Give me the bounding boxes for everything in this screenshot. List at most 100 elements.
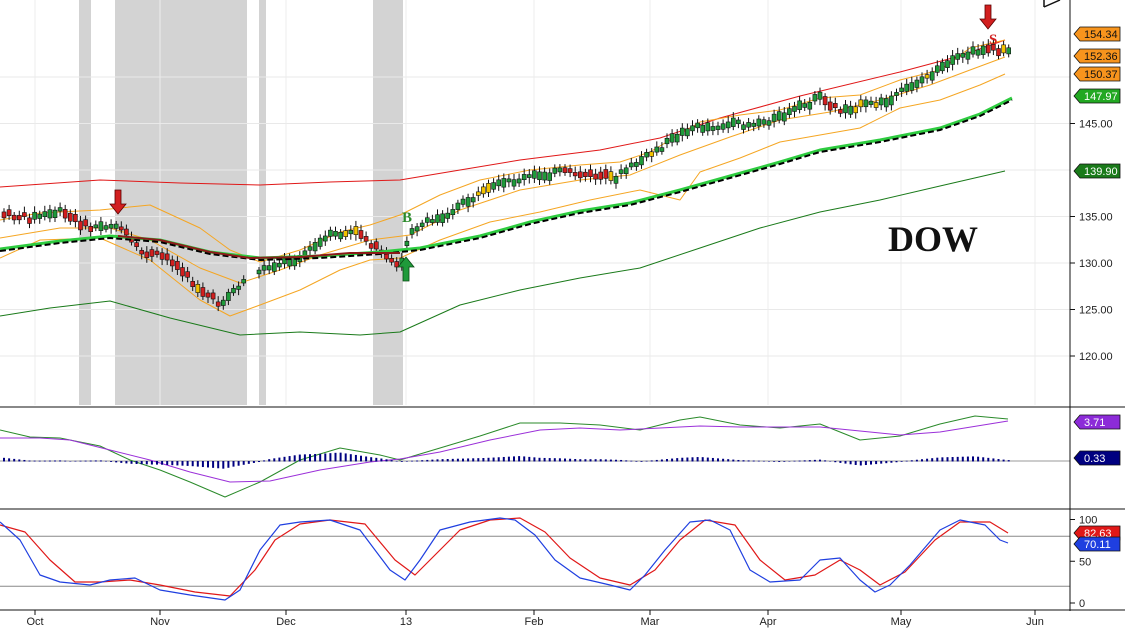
candle [608, 171, 614, 181]
candle [144, 251, 150, 258]
candle [945, 60, 950, 68]
candle [623, 167, 629, 174]
macd-tag-box [1073, 414, 1121, 430]
chart-title: DOW [888, 219, 978, 259]
candle [965, 51, 971, 60]
x-tick-label: Apr [759, 616, 776, 628]
highlight-region [79, 0, 91, 405]
candle [863, 99, 869, 108]
highlight-region [115, 0, 247, 405]
candle [307, 246, 313, 251]
candle [37, 213, 43, 219]
candle [827, 101, 833, 111]
y-tick-label: 135.00 [1079, 212, 1113, 224]
candle [343, 230, 349, 237]
candle [720, 123, 726, 130]
candle [394, 261, 400, 268]
candle [832, 103, 838, 109]
candle [822, 96, 828, 106]
candle [414, 226, 420, 232]
candle [838, 109, 843, 114]
macd-tag-box [1073, 450, 1121, 466]
candle [419, 222, 425, 227]
candle [654, 146, 660, 153]
candle [664, 137, 670, 145]
candle [771, 113, 777, 122]
candle [185, 271, 190, 278]
inner-band-lower [0, 73, 1006, 317]
candle [1, 211, 7, 219]
macd-line [0, 415, 1009, 498]
grid [0, 0, 1070, 405]
price-tag: 139.90 [1084, 166, 1118, 178]
macd-tag: 0.33 [1084, 453, 1105, 465]
candle [241, 279, 246, 284]
candle [598, 171, 604, 180]
highlight-region [373, 0, 403, 405]
candle [950, 55, 955, 65]
candle [909, 82, 915, 91]
candle [348, 229, 354, 235]
price-tag: 147.97 [1084, 91, 1118, 103]
moving-average-red-segment [117, 235, 400, 259]
candle [685, 128, 690, 137]
buy-arrow [397, 256, 415, 282]
candle [16, 215, 22, 221]
stochastic-panel [0, 517, 1070, 601]
candle [47, 209, 53, 219]
candle [552, 167, 558, 174]
candle [603, 169, 609, 179]
candle [511, 179, 517, 187]
candle [618, 169, 624, 174]
candle [588, 169, 593, 177]
candle [792, 106, 797, 112]
x-tick-label: Jun [1026, 616, 1044, 628]
candle [108, 223, 114, 229]
expand-icon[interactable] [1043, 0, 1061, 8]
price-tag-box [1073, 48, 1121, 64]
candle [256, 269, 262, 275]
candle [853, 106, 859, 114]
candle [506, 178, 512, 183]
candle [787, 108, 792, 116]
price-tag: 150.37 [1084, 69, 1118, 81]
candle [679, 127, 685, 136]
candle [955, 53, 961, 60]
macd-signal-line [0, 420, 1009, 483]
sell-arrow [109, 189, 127, 215]
candle [516, 178, 522, 184]
candle [322, 235, 328, 242]
upper-band [0, 39, 1006, 188]
candle [868, 100, 874, 105]
candle [567, 168, 573, 173]
signals: BS [109, 4, 997, 282]
candle [980, 45, 986, 55]
candle [970, 46, 976, 55]
candle [593, 173, 598, 180]
candle [894, 92, 899, 96]
candle [373, 241, 379, 250]
candle [776, 111, 782, 121]
candle [139, 250, 144, 255]
candle [210, 292, 216, 300]
candle [333, 230, 338, 237]
candle [88, 226, 93, 232]
candle [695, 122, 700, 129]
price-tag-box [1073, 88, 1121, 104]
candle [154, 250, 160, 255]
candle [282, 258, 287, 265]
candle [746, 122, 751, 128]
candle [501, 178, 507, 188]
candle [363, 236, 369, 242]
candle [741, 124, 746, 130]
candle [353, 226, 359, 235]
candle [190, 281, 195, 287]
candle [271, 262, 277, 272]
candle [470, 197, 476, 203]
candle [317, 237, 323, 247]
candle [450, 209, 456, 216]
candle [328, 229, 333, 237]
y-axis: 120.00 125.00 130.00 135.00 145.00 0 50 100 [1070, 119, 1113, 610]
candle [985, 44, 991, 54]
candle [797, 100, 802, 110]
